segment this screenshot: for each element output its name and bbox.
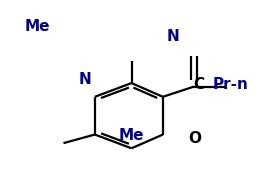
Text: Me: Me	[24, 19, 50, 34]
Text: O: O	[188, 131, 201, 146]
Text: N: N	[167, 29, 180, 44]
Text: Pr-n: Pr-n	[213, 77, 249, 92]
Text: N: N	[78, 72, 91, 87]
Text: Me: Me	[119, 128, 144, 143]
Text: C: C	[193, 77, 204, 92]
